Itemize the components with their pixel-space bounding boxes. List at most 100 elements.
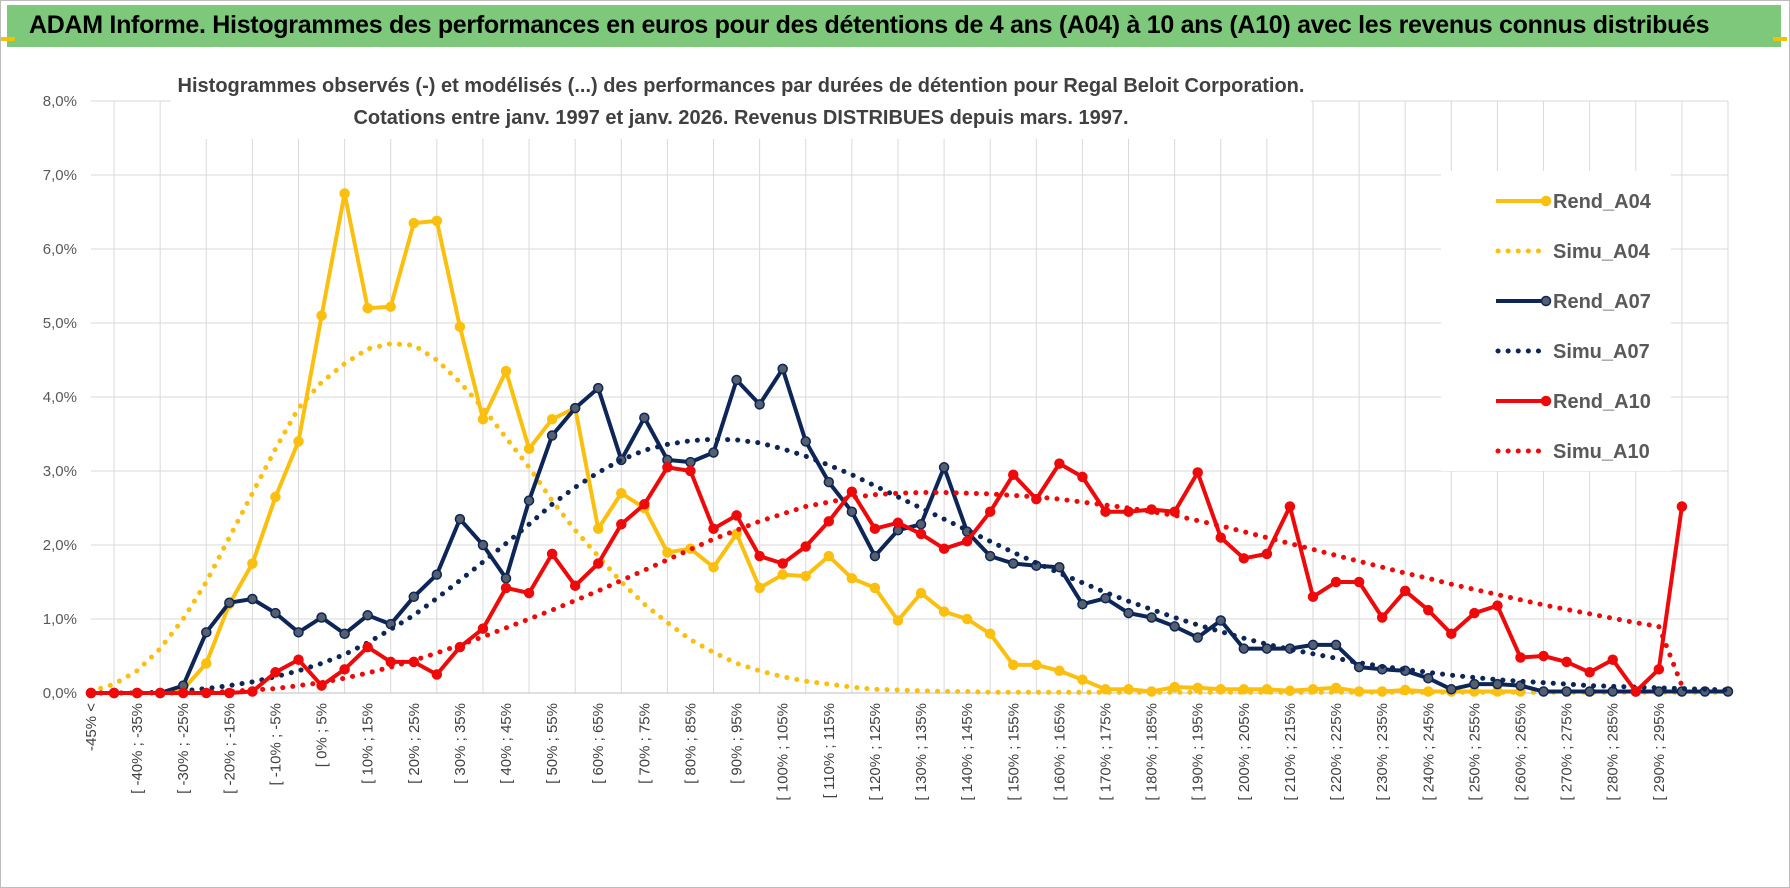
data-point	[938, 462, 950, 473]
legend-label: Simu_A10	[1553, 441, 1650, 463]
data-point	[201, 658, 212, 669]
data-point	[362, 302, 373, 314]
x-tick-label: [ 170% ; 175%	[1097, 703, 1114, 801]
data-point	[1630, 686, 1642, 697]
legend-marker	[1540, 195, 1552, 207]
data-point	[662, 547, 673, 558]
x-tick-label: [ 240% ; 245%	[1420, 703, 1437, 801]
data-point	[915, 528, 927, 540]
data-point	[431, 569, 443, 580]
data-point	[1584, 667, 1595, 678]
data-point	[1607, 654, 1618, 665]
y-tick-label: 5,0%	[43, 315, 77, 332]
data-point	[293, 654, 304, 665]
data-point	[892, 517, 904, 529]
data-point	[546, 548, 558, 560]
data-point	[984, 550, 996, 562]
data-point	[1008, 558, 1019, 569]
data-point	[569, 402, 581, 414]
x-tick-label: [ 270% ; 275%	[1559, 703, 1576, 801]
data-point	[1492, 600, 1503, 611]
x-tick-label: [ -10% ; -5%	[267, 703, 284, 786]
y-tick-label: 3,0%	[43, 463, 77, 480]
x-axis-ticks: -45% < [ -40% ; -35% [ -30% ; -25% [ -20% ;…	[83, 703, 1668, 801]
data-point	[1538, 650, 1549, 662]
data-point	[869, 550, 881, 562]
series-line	[88, 490, 1685, 696]
data-point	[846, 506, 858, 517]
data-point	[823, 516, 835, 527]
data-point	[1100, 593, 1111, 604]
data-point	[1653, 686, 1665, 697]
x-tick-label: [ 230% ; 235%	[1374, 703, 1391, 801]
data-point	[777, 569, 788, 580]
data-point	[500, 573, 512, 584]
data-point	[1446, 684, 1457, 695]
x-tick-label: [ 60% ; 65%	[590, 703, 607, 784]
data-point	[431, 669, 443, 680]
x-tick-label: [ 280% ; 285%	[1605, 703, 1622, 801]
data-point	[1307, 639, 1319, 651]
data-point	[1399, 585, 1411, 597]
data-point	[592, 523, 604, 534]
x-tick-label: [ -40% ; -35%	[129, 703, 146, 794]
x-tick-label: [ 50% ; 55%	[544, 703, 561, 784]
data-point	[1307, 591, 1319, 603]
data-point	[754, 399, 765, 410]
data-point	[339, 188, 350, 199]
data-point	[777, 363, 788, 375]
data-point	[1054, 561, 1065, 573]
data-point	[592, 558, 604, 569]
data-point	[1008, 469, 1019, 480]
data-point	[1469, 607, 1480, 619]
data-point	[823, 476, 835, 488]
data-point	[316, 310, 327, 321]
data-point	[1215, 615, 1227, 626]
data-point	[293, 436, 304, 447]
x-tick-label: -45% <	[83, 703, 100, 751]
y-tick-label: 1,0%	[43, 611, 77, 628]
data-point	[1330, 576, 1342, 588]
chart-subtitle: Cotations entre janv. 1997 et janv. 2026…	[353, 107, 1128, 129]
data-point	[1146, 612, 1157, 623]
x-tick-label: [ 220% ; 225%	[1328, 703, 1345, 801]
x-tick-label: [ 180% ; 185%	[1144, 703, 1161, 801]
data-point	[1561, 686, 1572, 697]
data-point	[1376, 612, 1388, 623]
data-point	[754, 550, 765, 562]
data-point	[685, 465, 696, 477]
data-point	[247, 558, 258, 569]
data-point	[1330, 639, 1342, 651]
x-tick-label: [ 90% ; 95%	[729, 703, 746, 784]
data-point	[915, 587, 927, 599]
data-point	[431, 215, 443, 227]
data-point	[915, 519, 927, 530]
data-point	[938, 606, 950, 617]
y-tick-label: 6,0%	[43, 241, 77, 258]
data-point	[708, 561, 719, 573]
data-point	[777, 558, 788, 569]
legend-marker	[1540, 395, 1552, 407]
data-point	[708, 447, 719, 458]
x-tick-label: [ -30% ; -25%	[175, 703, 192, 794]
data-point	[270, 667, 281, 678]
data-point	[961, 613, 973, 625]
series-lines	[85, 188, 1734, 699]
legend-label: Simu_A04	[1553, 241, 1651, 263]
x-tick-label: [ 120% ; 125%	[867, 703, 884, 801]
data-point	[201, 627, 212, 638]
x-tick-label: [ 210% ; 215%	[1282, 703, 1299, 801]
subtitle-background	[171, 63, 1311, 139]
x-tick-label: [ 10% ; 15%	[360, 703, 377, 784]
x-tick-label: [ 20% ; 25%	[406, 703, 423, 784]
data-point	[1215, 532, 1227, 543]
data-point	[1676, 501, 1688, 512]
corner-mark-right	[1773, 37, 1787, 41]
x-tick-label: [ 130% ; 135%	[913, 703, 930, 801]
data-point	[1261, 643, 1273, 654]
data-point	[1031, 659, 1042, 671]
data-point	[869, 523, 881, 534]
data-point	[293, 627, 304, 638]
data-point	[500, 582, 512, 594]
